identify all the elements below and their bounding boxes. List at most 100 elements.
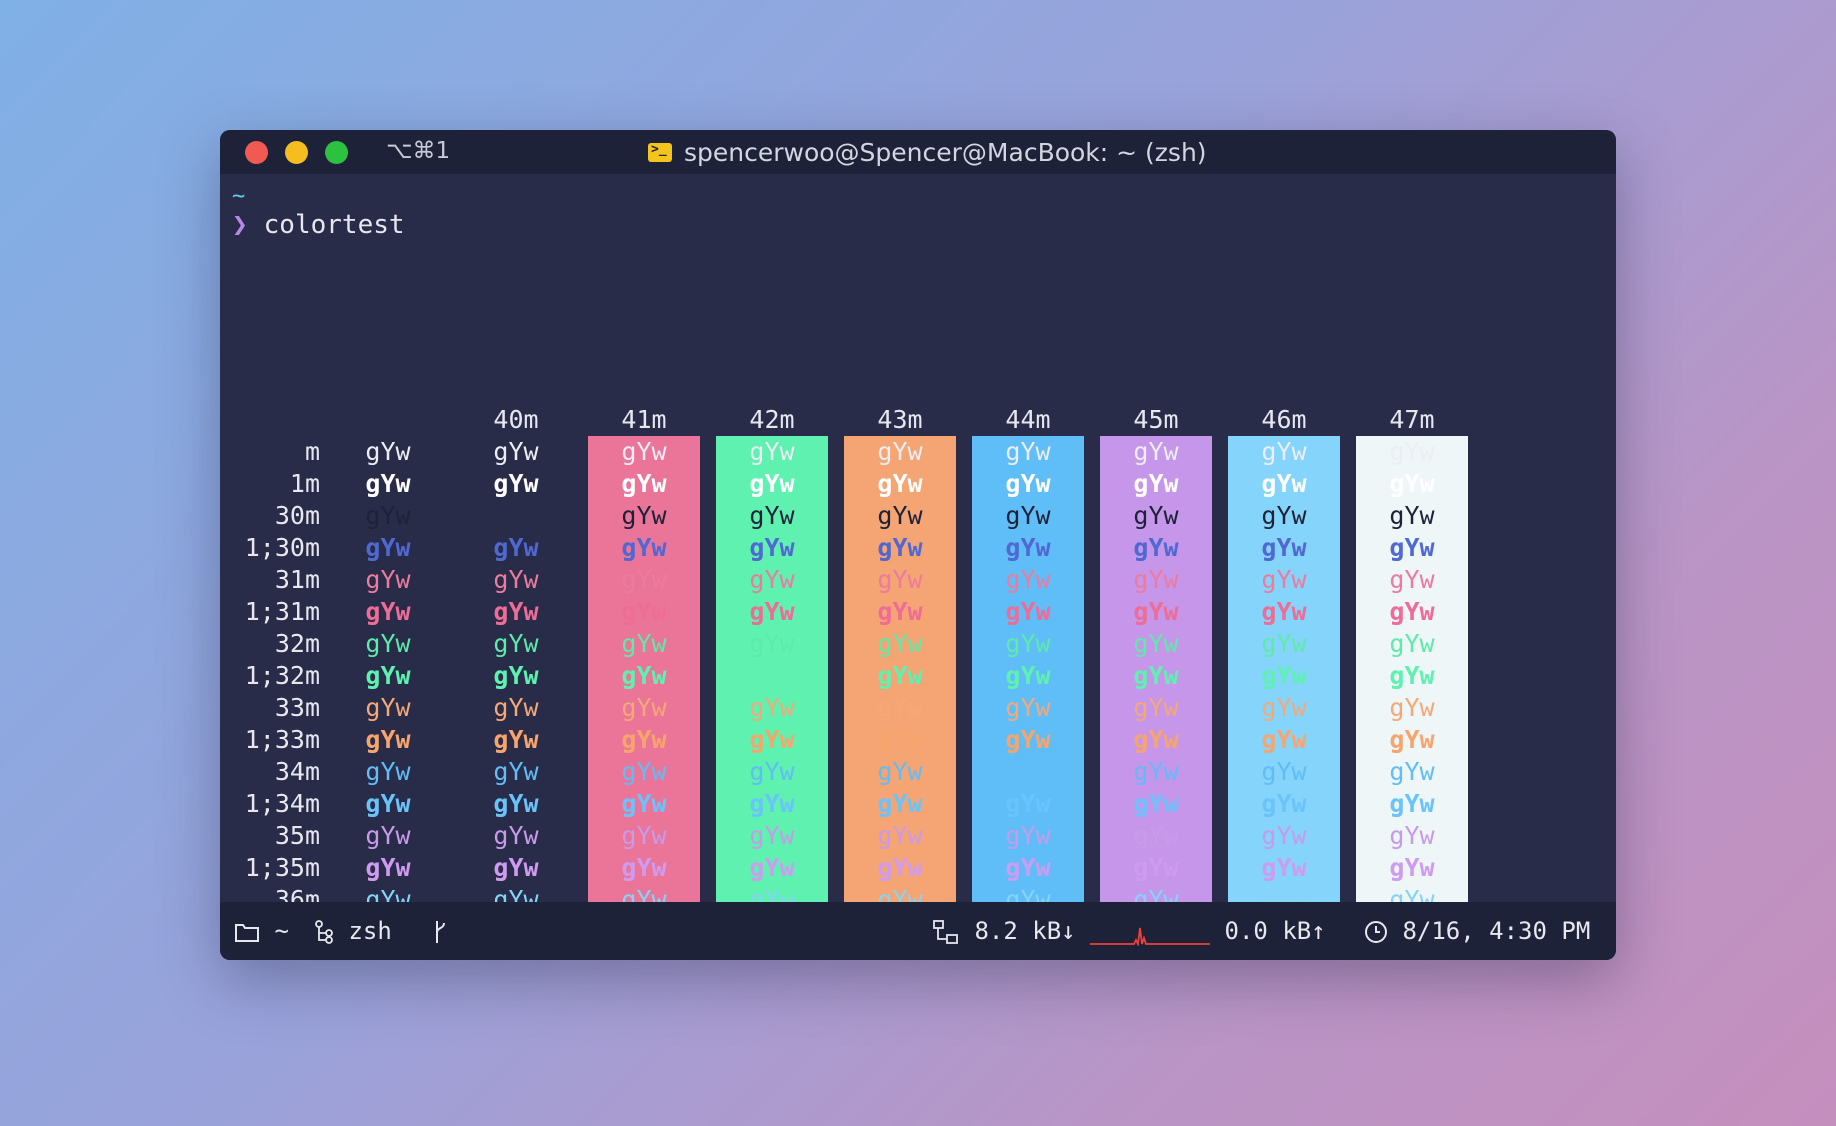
sample-41m-1m: gYw — [621, 469, 667, 498]
folder-segment[interactable]: ~ — [234, 916, 289, 946]
sample-default-1;35m: gYw — [365, 853, 411, 882]
row-label-1;34m: 1;34m — [244, 789, 320, 818]
sample-42m-1;34m: gYw — [749, 789, 795, 818]
sample-45m-35m: gYw — [1133, 821, 1179, 850]
sample-42m-1;35m: gYw — [749, 853, 795, 882]
zoom-button[interactable] — [325, 141, 348, 164]
sample-44m-1;35m: gYw — [1005, 853, 1051, 882]
sample-40m-1;31m: gYw — [493, 597, 539, 626]
sample-42m-m: gYw — [749, 437, 795, 466]
sample-43m-32m: gYw — [877, 629, 923, 658]
sample-default-30m: gYw — [365, 501, 411, 530]
column-header-42m: 42m — [749, 405, 795, 434]
sample-45m-33m: gYw — [1133, 693, 1179, 722]
terminal-window: ⌥⌘1 >_ spencerwoo@Spencer@MacBook: ~ (zs… — [220, 130, 1616, 960]
column-header-47m: 47m — [1389, 405, 1435, 434]
status-bar: ~ zsh 8.2 kB↓ 0.0 kB↑ 8/16, 4:30 PM — [220, 902, 1616, 960]
sample-default-32m: gYw — [365, 629, 411, 658]
sample-default-31m: gYw — [365, 565, 411, 594]
row-label-32m: 32m — [274, 629, 320, 658]
sample-41m-1;31m: gYw — [621, 597, 667, 626]
row-label-1m: 1m — [289, 469, 320, 498]
network-segment: 8.2 kB↓ 0.0 kB↑ — [932, 916, 1326, 948]
sample-46m-1m: gYw — [1261, 469, 1307, 498]
sample-default-35m: gYw — [365, 821, 411, 850]
sample-47m-1m: gYw — [1389, 469, 1435, 498]
sample-45m-32m: gYw — [1133, 629, 1179, 658]
sample-default-34m: gYw — [365, 757, 411, 786]
sample-43m-30m: gYw — [877, 501, 923, 530]
sample-44m-m: gYw — [1005, 437, 1051, 466]
column-header-46m: 46m — [1261, 405, 1307, 434]
sample-42m-30m: gYw — [749, 501, 795, 530]
sample-47m-30m: gYw — [1389, 501, 1435, 530]
row-label-33m: 33m — [274, 693, 320, 722]
sample-41m-32m: gYw — [621, 629, 667, 658]
sample-46m-34m: gYw — [1261, 757, 1307, 786]
sample-46m-33m: gYw — [1261, 693, 1307, 722]
sample-46m-1;33m: gYw — [1261, 725, 1307, 754]
sample-default-1m: gYw — [365, 469, 411, 498]
sample-45m-34m: gYw — [1133, 757, 1179, 786]
row-label-1;35m: 1;35m — [244, 853, 320, 882]
network-icon — [933, 920, 958, 944]
sample-42m-1;33m: gYw — [749, 725, 795, 754]
sample-45m-1;32m: gYw — [1133, 661, 1179, 690]
sample-47m-1;33m: gYw — [1389, 725, 1435, 754]
sample-47m-1;34m: gYw — [1389, 789, 1435, 818]
sample-43m-m: gYw — [877, 437, 923, 466]
sample-44m-1;33m: gYw — [1005, 725, 1051, 754]
sample-default-33m: gYw — [365, 693, 411, 722]
bg-column-44m — [972, 436, 1084, 960]
sample-44m-1;31m: gYw — [1005, 597, 1051, 626]
sample-44m-1;34m: gYw — [1005, 789, 1051, 818]
sample-default-m: gYw — [365, 437, 411, 466]
sample-47m-1;30m: gYw — [1389, 533, 1435, 562]
sample-42m-33m: gYw — [749, 693, 795, 722]
sample-40m-1;34m: gYw — [493, 789, 539, 818]
folder-icon — [235, 924, 259, 942]
row-label-1;30m: 1;30m — [244, 533, 320, 562]
window-title: spencerwoo@Spencer@MacBook: ~ (zsh) — [684, 137, 1207, 167]
sample-41m-35m: gYw — [621, 821, 667, 850]
clock-icon — [1365, 921, 1387, 943]
close-button[interactable] — [245, 141, 268, 164]
sample-46m-32m: gYw — [1261, 629, 1307, 658]
net-down-rate: 8.2 kB↓ — [974, 917, 1076, 945]
sample-46m-30m: gYw — [1261, 501, 1307, 530]
bg-column-41m — [588, 436, 700, 960]
sample-40m-35m: gYw — [493, 821, 539, 850]
bg-column-46m — [1228, 436, 1340, 960]
column-header-45m: 45m — [1133, 405, 1179, 434]
sample-44m-35m: gYw — [1005, 821, 1051, 850]
sample-43m-35m: gYw — [877, 821, 923, 850]
sample-43m-1;35m: gYw — [877, 853, 923, 882]
row-label-1;31m: 1;31m — [244, 597, 320, 626]
sample-43m-34m: gYw — [877, 757, 923, 786]
sample-47m-1;35m: gYw — [1389, 853, 1435, 882]
sample-45m-1;33m: gYw — [1133, 725, 1179, 754]
bg-column-42m — [716, 436, 828, 960]
shell-segment[interactable]: zsh — [314, 916, 392, 946]
sample-45m-1;30m: gYw — [1133, 533, 1179, 562]
row-label-34m: 34m — [274, 757, 320, 786]
prompt-symbol: ❯ — [232, 210, 248, 240]
git-branch-segment[interactable] — [432, 916, 448, 946]
net-up-rate: 0.0 kB↑ — [1224, 917, 1326, 945]
sample-44m-1;32m: gYw — [1005, 661, 1051, 690]
git-branch-icon — [436, 921, 445, 943]
sample-40m-34m: gYw — [493, 757, 539, 786]
column-header-40m: 40m — [493, 405, 539, 434]
sample-42m-31m: gYw — [749, 565, 795, 594]
sample-45m-1m: gYw — [1133, 469, 1179, 498]
terminal-icon: >_ — [648, 142, 672, 162]
row-label-31m: 31m — [274, 565, 320, 594]
column-header-44m: 44m — [1005, 405, 1051, 434]
row-label-35m: 35m — [274, 821, 320, 850]
row-label-1;33m: 1;33m — [244, 725, 320, 754]
sample-47m-31m: gYw — [1389, 565, 1435, 594]
terminal-content[interactable]: ~ ❯ colortest 40m 41m 42m 43m 44m 45m 46m 47m m gY… — [220, 174, 1616, 960]
sample-41m-30m: gYw — [621, 501, 667, 530]
minimize-button[interactable] — [285, 141, 308, 164]
sample-44m-1;30m: gYw — [1005, 533, 1051, 562]
